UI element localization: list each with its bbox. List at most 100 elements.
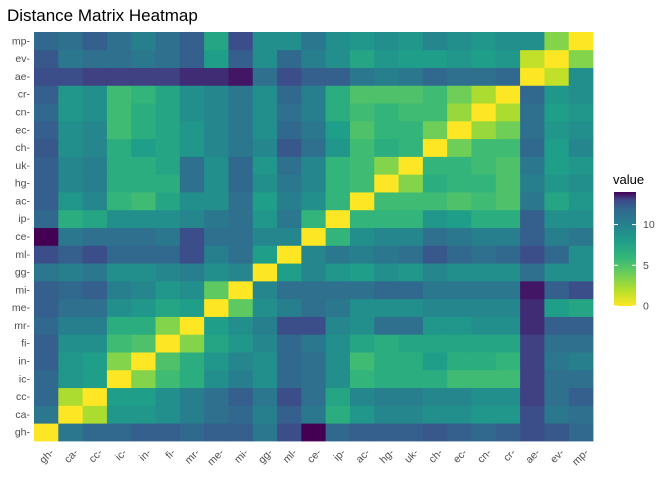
heatmap-cell-ip-ac xyxy=(349,209,375,229)
heatmap-cell-ce-ev xyxy=(544,227,570,246)
heatmap-cell-ca-me xyxy=(204,405,229,424)
heatmap-cell-ac-ae xyxy=(520,192,545,211)
heatmap-cell-mr-hg xyxy=(374,316,399,335)
x-tick-label: cn- xyxy=(475,446,494,465)
heatmap-cell-cn-ml xyxy=(277,103,302,122)
heatmap-cell-cc-in xyxy=(131,387,156,406)
heatmap-cell-cc-me xyxy=(204,387,229,406)
heatmap-cell-ec-ac xyxy=(349,120,375,140)
heatmap-cell-ch-ch xyxy=(422,138,448,157)
heatmap-cell-cc-mp xyxy=(568,387,594,406)
heatmap-cell-ic-in xyxy=(131,369,156,389)
heatmap-cell-ae-ip xyxy=(325,67,351,86)
heatmap-cell-gh-ev xyxy=(544,423,570,442)
heatmap-cell-ce-ec xyxy=(447,227,472,246)
heatmap-cell-ce-mi xyxy=(228,227,254,246)
heatmap-cell-in-uk xyxy=(398,352,424,371)
heatmap-cell-fi-mi xyxy=(228,334,254,353)
heatmap-cell-cc-ec xyxy=(447,387,472,406)
heatmap-cell-ce-cc xyxy=(82,227,108,246)
heatmap-cell-ip-gh xyxy=(34,209,59,229)
heatmap-cell-ic-ac xyxy=(349,369,375,389)
heatmap-cell-fi-ca xyxy=(58,334,83,353)
heatmap-cell-hg-ce xyxy=(301,174,327,193)
heatmap-cell-ca-hg xyxy=(374,405,399,424)
heatmap-cell-ev-cc xyxy=(82,49,108,68)
heatmap-cell-mp-ev xyxy=(544,32,570,51)
heatmap-cell-mi-ic xyxy=(106,280,132,300)
heatmap-cell-ae-ce xyxy=(301,67,327,86)
heatmap-cell-ev-ev xyxy=(544,49,570,68)
heatmap-cell-mp-cn xyxy=(471,32,497,51)
heatmap-cell-me-ic xyxy=(106,298,132,317)
heatmap-cell-hg-uk xyxy=(398,174,424,193)
heatmap-cell-hg-ip xyxy=(325,174,351,193)
heatmap-cell-ic-gg xyxy=(252,369,278,389)
heatmap-cell-mr-ac xyxy=(349,316,375,335)
heatmap-cell-mi-ev xyxy=(544,280,570,300)
heatmap-cell-me-me xyxy=(204,298,229,317)
y-tick-label: ae- xyxy=(15,71,31,83)
heatmap-cell-uk-ae xyxy=(520,156,545,175)
heatmap-cell-ac-hg xyxy=(374,192,399,211)
heatmap-cell-ic-ip xyxy=(325,369,351,389)
heatmap-cell-ev-ae xyxy=(520,49,545,68)
heatmap-cell-mi-fi xyxy=(155,280,181,300)
heatmap-cell-ac-in xyxy=(131,192,156,211)
heatmap-cell-ml-ce xyxy=(301,245,327,264)
heatmap-cell-uk-cr xyxy=(495,156,521,175)
heatmap-cell-ae-ml xyxy=(277,67,302,86)
heatmap-cell-ch-cr xyxy=(495,138,521,157)
heatmap-cell-gg-cc xyxy=(82,263,108,282)
heatmap-cell-me-hg xyxy=(374,298,399,317)
heatmap-cell-ic-ev xyxy=(544,369,570,389)
x-tick-label: ce- xyxy=(305,446,324,465)
heatmap-cell-mp-gg xyxy=(252,32,278,51)
heatmap-cell-gh-ca xyxy=(58,423,83,442)
heatmap-cell-ip-gg xyxy=(252,209,278,229)
heatmap-cell-uk-gg xyxy=(252,156,278,175)
heatmap-cell-ca-gg xyxy=(252,405,278,424)
heatmap-cell-cn-ec xyxy=(447,103,472,122)
heatmap-cell-cn-ac xyxy=(349,103,375,122)
y-tick-label: ic- xyxy=(19,373,31,385)
heatmap-cell-cr-ml xyxy=(277,85,302,104)
x-tick-label: ip- xyxy=(331,446,348,463)
heatmap-cell-ae-cr xyxy=(495,67,521,86)
heatmap-cell-cn-mr xyxy=(179,103,205,122)
heatmap-cell-hg-hg xyxy=(374,174,399,193)
heatmap-cell-ip-me xyxy=(204,209,229,229)
heatmap-cell-me-mr xyxy=(179,298,205,317)
heatmap-cell-ev-uk xyxy=(398,49,424,68)
heatmap-cell-ip-ic xyxy=(106,209,132,229)
heatmap-cell-ae-gh xyxy=(34,67,59,86)
heatmap-cell-ec-mr xyxy=(179,120,205,140)
x-tick-label: ev- xyxy=(548,446,567,465)
heatmap-cell-cr-gh xyxy=(34,85,59,104)
heatmap-cell-ml-gh xyxy=(34,245,59,264)
heatmap-cell-mi-cc xyxy=(82,280,108,300)
heatmap-cell-mr-ic xyxy=(106,316,132,335)
heatmap-cell-uk-in xyxy=(131,156,156,175)
heatmap-cell-in-fi xyxy=(155,352,181,371)
heatmap-cell-cn-ip xyxy=(325,103,351,122)
heatmap-cell-gh-ec xyxy=(447,423,472,442)
heatmap-cell-ev-gg xyxy=(252,49,278,68)
heatmap-cell-mr-ec xyxy=(447,316,472,335)
heatmap-cell-hg-me xyxy=(204,174,229,193)
heatmap-cell-ae-ae xyxy=(520,67,545,86)
heatmap-cell-ml-ml xyxy=(277,245,302,264)
heatmap-cell-in-mi xyxy=(228,352,254,371)
heatmap-cell-me-ca xyxy=(58,298,83,317)
heatmap-cell-cr-me xyxy=(204,85,229,104)
heatmap-cell-ac-ip xyxy=(325,192,351,211)
heatmap-cell-me-cn xyxy=(471,298,497,317)
heatmap-cell-ae-ca xyxy=(58,67,83,86)
heatmap-cell-mp-ch xyxy=(422,32,448,51)
heatmap-cell-in-mr xyxy=(179,352,205,371)
heatmap-cell-gg-ml xyxy=(277,263,302,282)
heatmap-cell-gg-hg xyxy=(374,263,399,282)
heatmap-cell-ic-ch xyxy=(422,369,448,389)
heatmap-cell-ae-ev xyxy=(544,67,570,86)
heatmap-cell-ml-mi xyxy=(228,245,254,264)
